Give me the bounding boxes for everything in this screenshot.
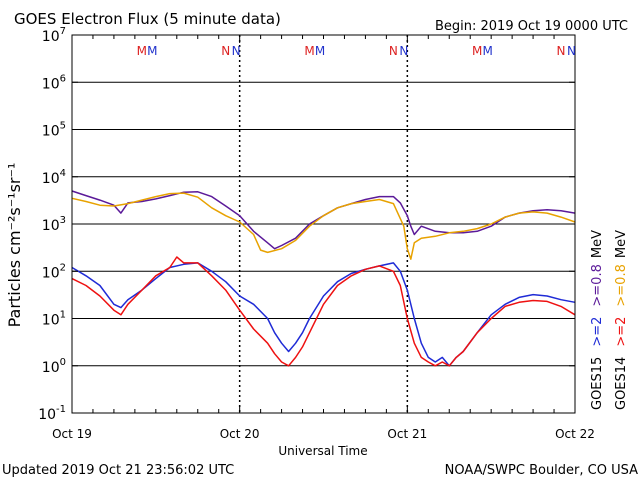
x-tick-label: Oct 20: [220, 427, 260, 441]
orbit-marker: M: [482, 44, 492, 58]
updated-time: Updated 2019 Oct 21 23:56:02 UTC: [2, 463, 234, 478]
x-tick-label: Oct 19: [52, 427, 92, 441]
orbit-marker: N: [567, 44, 576, 58]
orbit-marker: N: [221, 44, 230, 58]
orbit-marker: M: [137, 44, 147, 58]
y-tick-label: 101: [42, 310, 66, 329]
legend: GOES15>=2>=0.8MeV GOES14>=2>=0.8MeV: [590, 230, 629, 410]
chart-title: GOES Electron Flux (5 minute data): [14, 10, 281, 28]
y-tick-label: 104: [42, 168, 66, 187]
y-tick-label: 107: [42, 26, 66, 45]
orbit-marker: M: [472, 44, 482, 58]
begin-time: Begin: 2019 Oct 19 0000 UTC: [435, 19, 628, 34]
y-tick-label: 103: [42, 215, 66, 234]
y-tick-label: 105: [42, 121, 66, 140]
series-line: [71, 262, 576, 367]
x-tick-label: Oct 22: [555, 427, 595, 441]
y-tick-label: 10-1: [38, 404, 66, 423]
orbit-marker: N: [399, 44, 408, 58]
series-line: [71, 256, 576, 367]
legend-goes14: GOES14>=2>=0.8MeV: [614, 230, 629, 410]
credit-text: NOAA/SWPC Boulder, CO USA: [445, 463, 638, 478]
orbit-marker: N: [557, 44, 566, 58]
legend-goes15: GOES15>=2>=0.8MeV: [590, 230, 605, 410]
orbit-marker: M: [315, 44, 325, 58]
series-line: [71, 192, 576, 260]
orbit-marker: M: [304, 44, 314, 58]
y-axis-label: Particles cm⁻²s⁻¹sr⁻¹: [5, 163, 24, 328]
y-tick-label: 102: [42, 262, 66, 281]
x-axis-label: Universal Time: [278, 444, 367, 458]
plot-area: 10-1 100 101 102 103 104 105 106 107 Oct 19 Oct 20…: [38, 26, 595, 441]
orbit-marker: N: [232, 44, 241, 58]
orbit-marker: N: [389, 44, 398, 58]
orbit-marker: M: [147, 44, 157, 58]
y-tick-label: 100: [42, 357, 66, 376]
x-tick-label: Oct 21: [387, 427, 427, 441]
y-tick-label: 106: [42, 73, 66, 92]
